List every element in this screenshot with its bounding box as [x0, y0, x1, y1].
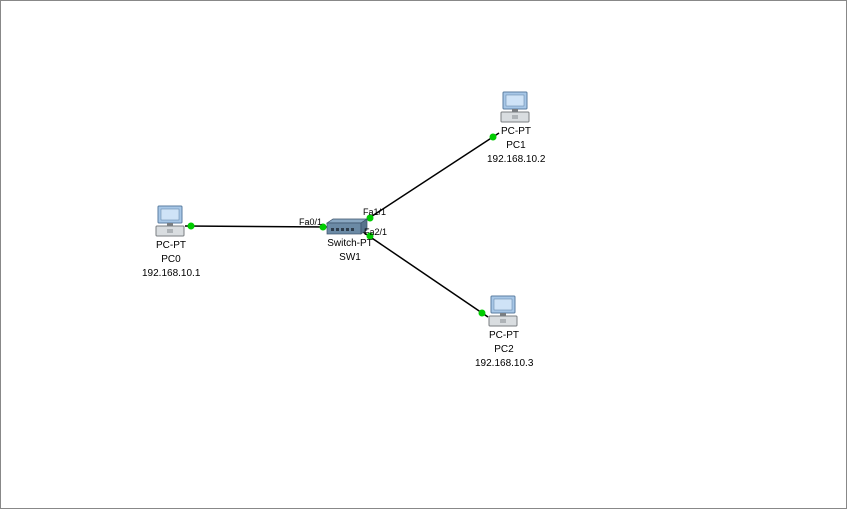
pc1-model: PC-PT: [487, 126, 545, 138]
sw1-name: SW1: [321, 252, 379, 264]
linkstatus-pc0: [188, 223, 195, 230]
pc1-labels: PC-PT PC1 192.168.10.2: [487, 124, 545, 166]
pc0-model: PC-PT: [142, 240, 200, 252]
pc-icon[interactable]: [156, 206, 184, 236]
sw1-model: Switch-PT: [321, 238, 379, 250]
pc2-labels: PC-PT PC2 192.168.10.3: [475, 328, 533, 370]
linkstatus-pc2: [479, 310, 486, 317]
pc0-labels: PC-PT PC0 192.168.10.1: [142, 238, 200, 280]
sw1-labels: Switch-PT SW1: [321, 236, 379, 264]
network-canvas: Fa0/1 Fa1/1 Fa2/1 PC-PT PC0 192.168.10.1…: [0, 0, 847, 509]
pc-icon[interactable]: [489, 296, 517, 326]
pc1-name: PC1: [487, 140, 545, 152]
port-label-fa1-1: Fa1/1: [363, 207, 386, 217]
pc2-name: PC2: [475, 344, 533, 356]
switch-icon[interactable]: [327, 219, 367, 234]
pc2-model: PC-PT: [475, 330, 533, 342]
pc1-ip: 192.168.10.2: [487, 154, 545, 166]
pc0-ip: 192.168.10.1: [142, 268, 200, 280]
topology-svg: [1, 1, 846, 508]
link-sw1-pc2: [363, 232, 488, 317]
port-label-fa0-1: Fa0/1: [299, 217, 322, 227]
pc2-ip: 192.168.10.3: [475, 358, 533, 370]
pc0-name: PC0: [142, 254, 200, 266]
pc-icon[interactable]: [501, 92, 529, 122]
